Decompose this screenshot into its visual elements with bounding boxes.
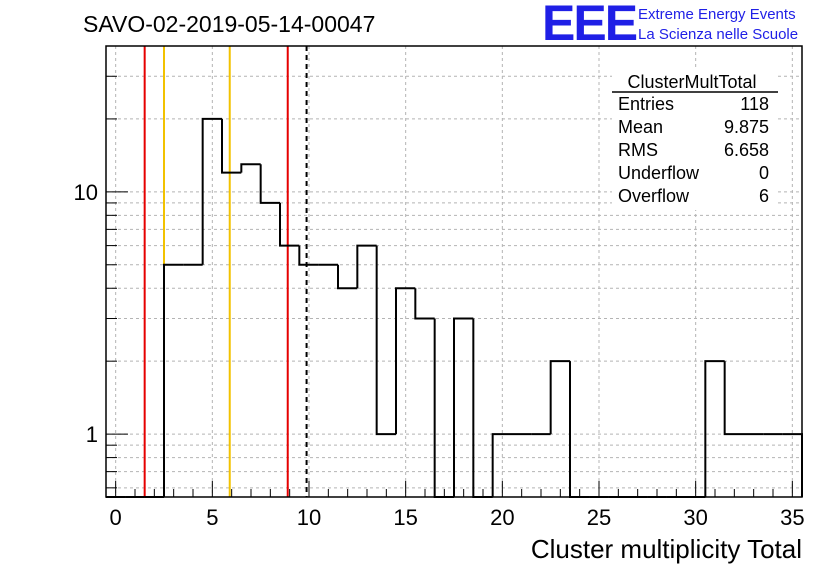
plot-frame-border [105,45,803,498]
x-axis-title: Cluster multiplicity Total [531,534,802,564]
histogram-bin [163,263,184,497]
stats-label-rms: RMS [618,140,658,160]
eee-logo: EEE Extreme Energy Events La Scienza nel… [542,0,798,51]
logo-line-1: Extreme Energy Events [638,6,796,23]
stats-label-underflow: Underflow [618,163,700,183]
stats-value-overflow: 6 [759,186,769,206]
histogram-bin [433,318,454,498]
histogram-bin [472,318,493,498]
plot-frame [105,45,803,498]
x-tick-label: 10 [297,505,321,530]
histogram-bin [221,118,242,174]
histogram-bin [491,433,512,497]
x-tick-label: 35 [780,505,804,530]
histogram-bin [704,360,725,497]
x-tick-label: 30 [683,505,707,530]
stats-box-title: ClusterMultTotal [627,72,756,92]
histogram-bin [279,202,300,247]
histogram-bin [549,360,570,435]
stats-value-rms: 6.658 [724,140,769,160]
y-tick-label: 10 [74,180,98,205]
stats-label-mean: Mean [618,117,663,137]
logo-letters: EEE [542,0,637,51]
x-tick-label: 5 [206,505,218,530]
x-tick-label: 20 [490,505,514,530]
histogram-bin [259,164,280,204]
histogram-bin [395,287,416,435]
stats-value-underflow: 0 [759,163,769,183]
run-title: SAVO-02-2019-05-14-00047 [83,11,375,37]
histogram-bin [337,264,358,290]
stats-value-mean: 9.875 [724,117,769,137]
stats-box: ClusterMultTotal Entries 118 Mean 9.875 … [612,70,778,210]
x-tick-label: 0 [110,505,122,530]
x-tick-label: 15 [393,505,417,530]
marker-lines [143,46,308,497]
logo-line-2: La Scienza nelle Scuole [638,26,798,43]
histogram-bin [375,245,396,436]
histogram-bin [453,317,474,497]
y-tick-label: 1 [86,422,98,447]
x-tick-label: 25 [587,505,611,530]
stats-box-background [612,70,778,210]
histogram-bin [723,361,744,436]
axis-ticks: 0 5 10 15 20 25 30 35 1 10 [74,45,805,530]
histogram-bin [201,117,222,265]
stats-value-entries: 118 [740,94,769,114]
stats-label-overflow: Overflow [618,186,690,206]
histogram-bin [240,163,261,173]
histogram-bin [298,245,319,266]
stats-label-entries: Entries [618,94,674,114]
histogram-bin [569,361,590,498]
histogram-bin [414,288,435,320]
histogram-bin [356,244,377,289]
